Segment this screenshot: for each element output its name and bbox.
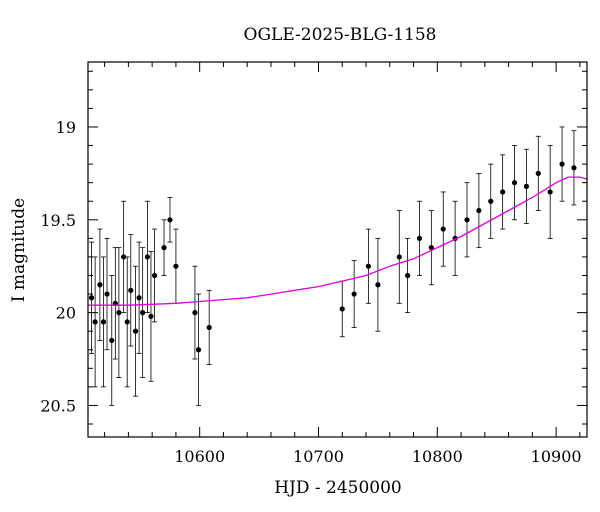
data-point: [476, 207, 482, 214]
plot-area: [88, 126, 587, 406]
data-point: [416, 235, 423, 241]
data-point: [535, 170, 541, 176]
y-tick-label: 19.5: [40, 211, 76, 230]
data-point: [571, 165, 577, 171]
data-point: [547, 189, 553, 195]
data-point: [124, 319, 130, 325]
data-point: [167, 217, 173, 223]
data-point: [148, 313, 154, 319]
y-tick-label: 19: [56, 118, 76, 137]
data-point: [511, 180, 518, 186]
data-point: [559, 161, 565, 167]
data-point: [396, 254, 402, 260]
data-point: [195, 347, 202, 353]
data-point: [339, 306, 345, 312]
data-point: [206, 324, 212, 331]
plot-frame: [87, 61, 588, 438]
x-tick-label: 10900: [531, 447, 582, 466]
data-point: [92, 319, 98, 325]
data-point: [140, 310, 146, 316]
data-point: [365, 263, 371, 269]
data-point: [351, 291, 357, 297]
model-curve: [88, 176, 587, 306]
data-points: [88, 161, 577, 353]
data-point: [132, 328, 139, 334]
data-point: [151, 272, 158, 279]
data-point: [136, 295, 142, 301]
y-tick-label: 20: [56, 304, 76, 323]
x-axis-label: HJD - 2450000: [274, 478, 402, 498]
y-tick-label: 20.5: [40, 396, 76, 415]
data-point: [404, 272, 411, 279]
chart-title: OGLE-2025-BLG-1158: [244, 25, 437, 45]
data-point: [144, 254, 151, 260]
data-point: [161, 245, 167, 251]
x-axis: 10600 10700 10800 10900: [104, 62, 582, 466]
data-point: [464, 217, 470, 223]
data-point: [104, 291, 110, 297]
data-point: [375, 282, 381, 288]
x-tick-label: 10600: [174, 447, 225, 466]
data-point: [97, 282, 103, 288]
data-point: [100, 319, 107, 325]
data-point: [500, 189, 506, 195]
data-point: [173, 263, 179, 269]
data-point: [121, 254, 127, 260]
data-point: [109, 337, 115, 344]
data-point: [488, 198, 494, 204]
data-point: [523, 183, 530, 189]
data-point: [116, 310, 122, 316]
data-point: [428, 245, 434, 251]
data-point: [128, 287, 134, 293]
x-tick-label: 10700: [293, 447, 344, 466]
x-tick-label: 10800: [412, 447, 463, 466]
data-point: [88, 295, 95, 301]
data-point: [440, 226, 446, 232]
error-bars: [89, 126, 577, 406]
data-point: [192, 310, 198, 316]
y-axis-label: I magnitude: [9, 198, 29, 302]
y-axis: 19 19.5 20 20.5: [40, 70, 587, 425]
